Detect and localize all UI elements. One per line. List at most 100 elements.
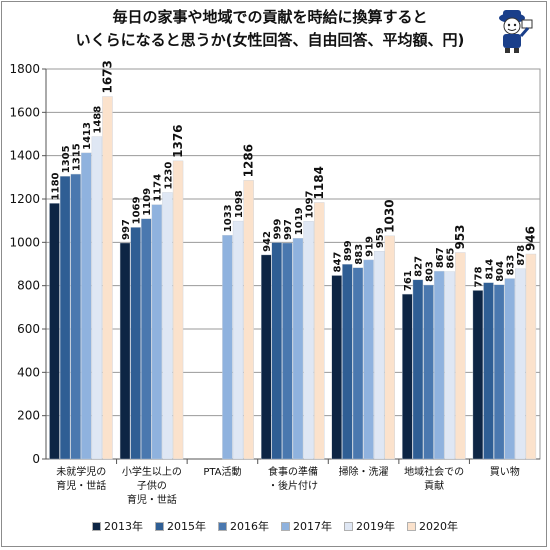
y-tick-label: 1600 xyxy=(9,105,40,119)
bar xyxy=(314,202,325,460)
bar xyxy=(331,275,342,460)
legend-label: 2017年 xyxy=(293,520,332,533)
bar xyxy=(282,242,293,460)
category-label-line: 子供の xyxy=(137,479,167,492)
bar xyxy=(70,173,81,460)
legend-swatch xyxy=(281,522,290,531)
category-label: PTA活動 xyxy=(203,465,241,478)
bar xyxy=(525,253,537,460)
data-label: 814 xyxy=(484,259,495,280)
data-label: 778 xyxy=(474,267,485,288)
bar xyxy=(402,293,413,460)
data-label: 865 xyxy=(446,248,457,269)
y-tick-label: 800 xyxy=(17,279,40,293)
data-label: 803 xyxy=(424,261,435,282)
bar xyxy=(455,252,466,460)
data-label: 1673 xyxy=(100,60,114,93)
bar xyxy=(433,270,445,460)
bar xyxy=(342,264,353,460)
data-label: 946 xyxy=(524,226,538,251)
bar xyxy=(91,136,103,460)
data-label: 1033 xyxy=(223,204,234,232)
y-tick-label: 400 xyxy=(17,365,40,379)
y-tick-label: 1400 xyxy=(9,149,40,163)
legend-item: 2016年 xyxy=(218,518,269,534)
bar xyxy=(271,242,282,460)
data-label: 959 xyxy=(375,227,386,248)
bar xyxy=(363,259,374,460)
data-label: 1097 xyxy=(304,190,315,218)
y-tick-label: 1200 xyxy=(9,192,40,206)
data-label: 919 xyxy=(364,236,375,257)
legend-swatch xyxy=(407,522,416,531)
legend-item: 2013年 xyxy=(92,518,143,534)
bar xyxy=(102,96,113,460)
bar xyxy=(515,268,526,460)
bar xyxy=(81,152,92,460)
data-label: 1069 xyxy=(131,197,142,225)
data-label: 1315 xyxy=(71,143,82,171)
bar xyxy=(49,203,60,460)
category-label-line: 育児・世話 xyxy=(127,493,177,506)
data-label: 883 xyxy=(354,244,365,265)
category-label: 食事の準備・後片付け xyxy=(268,465,318,492)
bar xyxy=(292,238,304,460)
bar xyxy=(172,160,184,460)
legend-label: 2016年 xyxy=(230,520,269,533)
bar xyxy=(119,242,131,460)
legend-item: 2019年 xyxy=(344,518,395,534)
bar xyxy=(493,284,505,460)
category-label-line: 未就学児の xyxy=(56,465,106,478)
bar xyxy=(232,220,244,460)
category-label-line: ・後片付け xyxy=(268,479,318,492)
data-label: 847 xyxy=(333,252,344,273)
category-label-line: 地域社会での xyxy=(404,465,464,478)
bar xyxy=(222,234,233,460)
category-label-line: PTA活動 xyxy=(203,465,241,478)
bar xyxy=(162,192,173,460)
bar xyxy=(130,227,141,460)
data-label: 1030 xyxy=(383,199,397,232)
bar xyxy=(141,218,152,460)
y-tick-label: 200 xyxy=(17,409,40,423)
bar xyxy=(444,271,455,460)
bar xyxy=(261,254,272,460)
data-label: 1019 xyxy=(294,207,305,235)
category-label-line: 掃除・洗濯 xyxy=(339,465,389,478)
data-label: 997 xyxy=(121,219,132,240)
data-label: 1180 xyxy=(50,172,61,200)
data-label: 1488 xyxy=(93,106,104,134)
data-label: 833 xyxy=(506,255,517,276)
category-label-line: 小学生以上の xyxy=(122,465,182,478)
category-label-line: 貢献 xyxy=(424,479,444,492)
data-label: 899 xyxy=(343,240,354,261)
legend-label: 2020年 xyxy=(419,520,458,533)
data-label: 999 xyxy=(273,219,284,240)
category-label: 買い物 xyxy=(490,465,520,478)
data-label: 1413 xyxy=(82,122,93,150)
category-label: 地域社会での貢献 xyxy=(404,465,464,492)
category-label: 掃除・洗濯 xyxy=(339,465,389,478)
category-label-line: 食事の準備 xyxy=(268,465,318,478)
bar xyxy=(373,251,385,460)
data-label: 953 xyxy=(453,224,467,249)
legend-swatch xyxy=(155,522,164,531)
data-label: 804 xyxy=(495,261,506,282)
mascot-illustration xyxy=(499,10,533,53)
legend-item: 2015年 xyxy=(155,518,206,534)
category-label: 未就学児の育児・世話 xyxy=(56,465,106,492)
y-tick-label: 600 xyxy=(17,322,40,336)
bar xyxy=(352,267,364,460)
data-label: 878 xyxy=(516,245,527,266)
chart-title: 毎日の家事や地域での貢献を時給に換算すると いくらになると思うか(女性回答、自由… xyxy=(60,6,480,52)
title-line-1: 毎日の家事や地域での貢献を時給に換算すると xyxy=(112,8,428,26)
bar xyxy=(151,204,163,460)
title-line-2: いくらになると思うか(女性回答、自由回答、平均額、円) xyxy=(75,31,465,49)
data-label: 1109 xyxy=(142,188,153,216)
legend-item: 2017年 xyxy=(281,518,332,534)
data-label: 942 xyxy=(262,231,273,252)
legend-swatch xyxy=(92,522,101,531)
legend-label: 2015年 xyxy=(167,520,206,533)
bar xyxy=(243,180,254,460)
